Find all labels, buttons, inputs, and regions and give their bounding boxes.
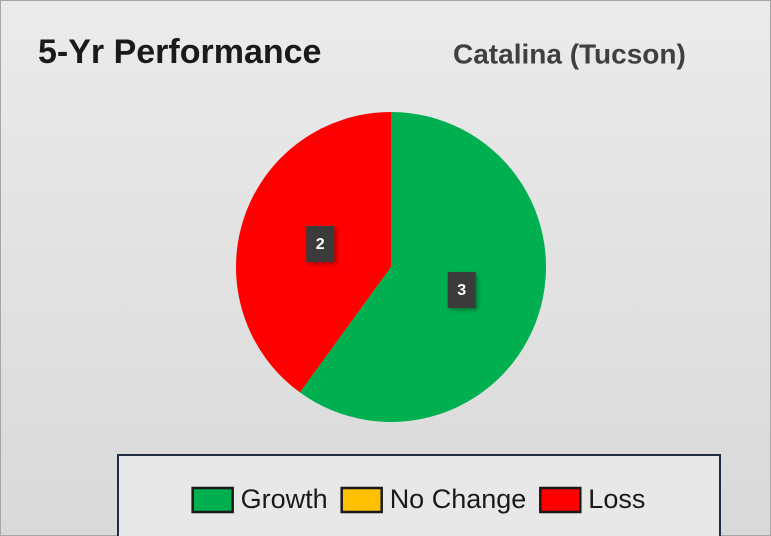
legend-item: No Change — [340, 484, 527, 514]
legend-item: Loss — [539, 484, 645, 514]
chart-title: 5-Yr Performance — [38, 33, 321, 71]
legend-label: No Change — [390, 484, 527, 514]
legend-label: Loss — [588, 484, 645, 514]
data-label-box — [306, 226, 335, 263]
legend-swatch — [539, 486, 582, 514]
legend-item: Growth — [191, 484, 328, 514]
legend-label: Growth — [241, 484, 328, 514]
data-labels: 32 — [306, 226, 476, 308]
data-label: 2 — [316, 236, 325, 253]
pie-slice — [299, 112, 547, 422]
pie — [236, 112, 547, 422]
legend-swatch — [340, 486, 383, 514]
data-label-box — [447, 271, 476, 308]
legend-swatch — [191, 486, 234, 514]
chart-subtitle: Catalina (Tucson) — [453, 38, 686, 69]
data-label: 3 — [457, 282, 466, 299]
legend: Growth No Change Loss — [191, 484, 645, 514]
